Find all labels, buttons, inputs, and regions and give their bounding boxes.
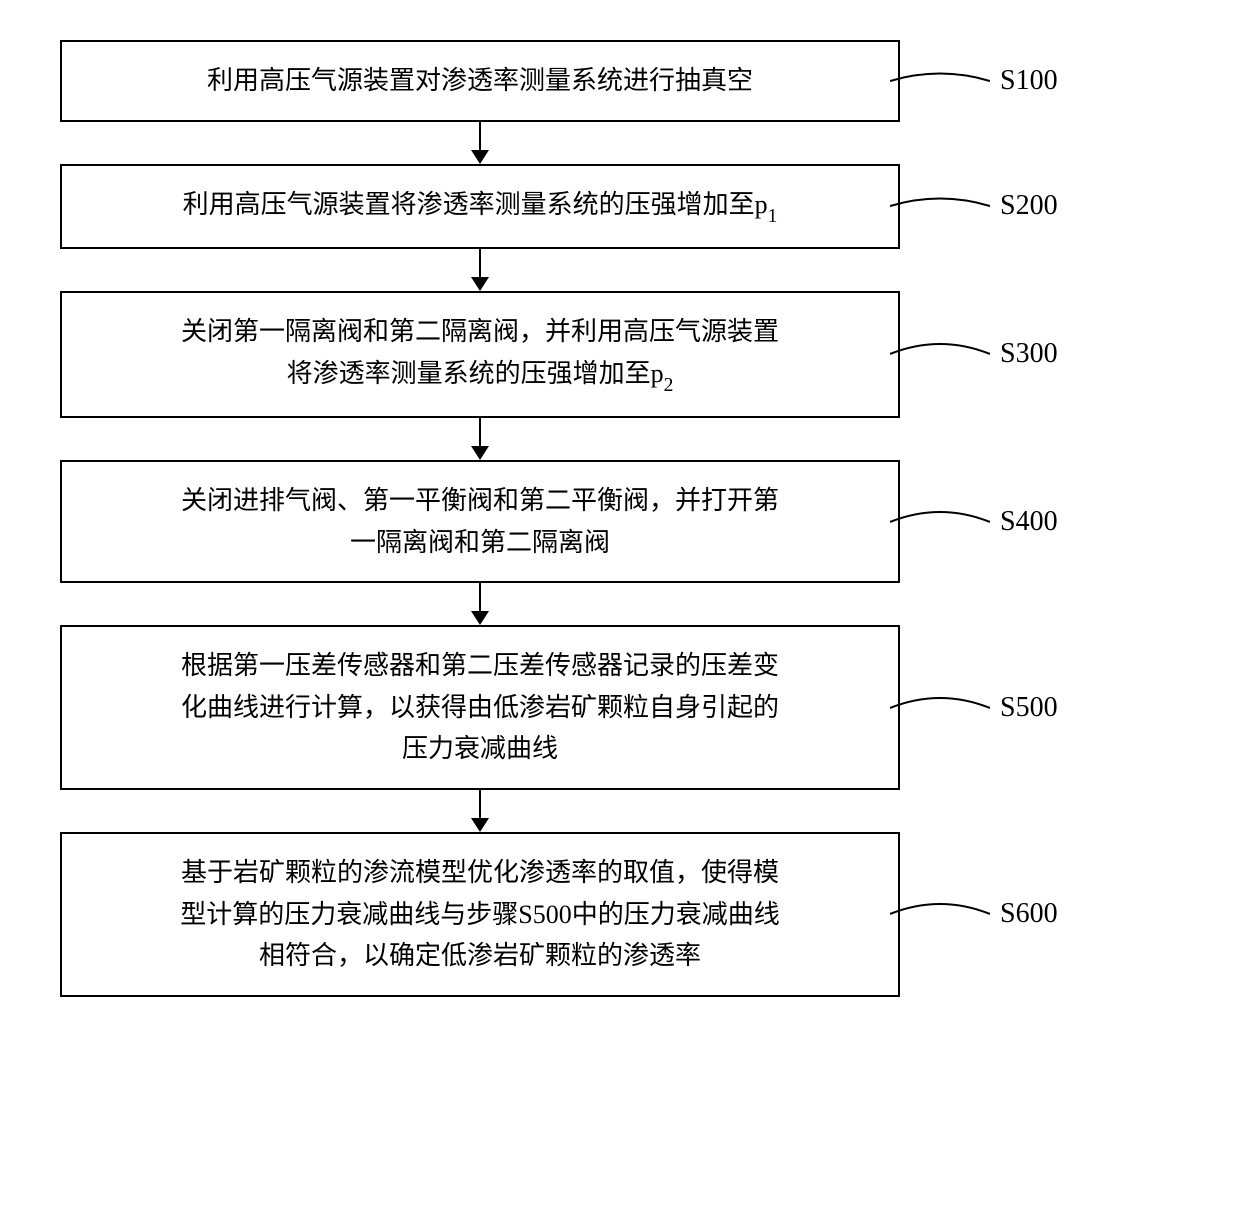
step-box-s500: 根据第一压差传感器和第二压差传感器记录的压差变化曲线进行计算，以获得由低渗岩矿颗… (60, 625, 900, 790)
arrow-line (479, 790, 481, 818)
step-row-s100: 利用高压气源装置对渗透率测量系统进行抽真空 S100 (60, 40, 1180, 122)
arrow-5 (471, 790, 489, 832)
arrow-head (471, 277, 489, 291)
step-box-s600: 基于岩矿颗粒的渗流模型优化渗透率的取值，使得模型计算的压力衰减曲线与步骤S500… (60, 832, 900, 997)
arrow-3 (471, 418, 489, 460)
connector-s600 (890, 889, 990, 939)
flowchart-container: 利用高压气源装置对渗透率测量系统进行抽真空 S100 利用高压气源装置将渗透率测… (60, 40, 1180, 997)
step-label-s300: S300 (1000, 338, 1058, 370)
step-label-s500: S500 (1000, 692, 1058, 724)
arrow-1 (471, 122, 489, 164)
step-row-s300: 关闭第一隔离阀和第二隔离阀，并利用高压气源装置将渗透率测量系统的压强增加至p2 … (60, 291, 1180, 418)
step-text-s100: 利用高压气源装置对渗透率测量系统进行抽真空 (207, 66, 753, 95)
step-row-s400: 关闭进排气阀、第一平衡阀和第二平衡阀，并打开第一隔离阀和第二隔离阀 S400 (60, 460, 1180, 583)
step-label-s400: S400 (1000, 506, 1058, 538)
connector-s400 (890, 502, 990, 542)
step-box-s400: 关闭进排气阀、第一平衡阀和第二平衡阀，并打开第一隔离阀和第二隔离阀 (60, 460, 900, 583)
step-row-s200: 利用高压气源装置将渗透率测量系统的压强增加至p1 S200 (60, 164, 1180, 249)
step-label-s100: S100 (1000, 65, 1058, 97)
arrow-head (471, 818, 489, 832)
step-text-s200: 利用高压气源装置将渗透率测量系统的压强增加至p1 (183, 190, 778, 219)
step-text-s300: 关闭第一隔离阀和第二隔离阀，并利用高压气源装置将渗透率测量系统的压强增加至p2 (181, 317, 779, 388)
step-box-s200: 利用高压气源装置将渗透率测量系统的压强增加至p1 (60, 164, 900, 249)
step-text-s400: 关闭进排气阀、第一平衡阀和第二平衡阀，并打开第一隔离阀和第二隔离阀 (181, 486, 779, 557)
arrow-line (479, 583, 481, 611)
step-label-s600: S600 (1000, 898, 1058, 930)
connector-s200 (890, 191, 990, 221)
step-row-s500: 根据第一压差传感器和第二压差传感器记录的压差变化曲线进行计算，以获得由低渗岩矿颗… (60, 625, 1180, 790)
connector-s300 (890, 334, 990, 374)
arrow-2 (471, 249, 489, 291)
arrow-line (479, 418, 481, 446)
arrow-head (471, 446, 489, 460)
connector-s500 (890, 683, 990, 733)
step-text-s600: 基于岩矿颗粒的渗流模型优化渗透率的取值，使得模型计算的压力衰减曲线与步骤S500… (180, 858, 779, 970)
arrow-4 (471, 583, 489, 625)
step-row-s600: 基于岩矿颗粒的渗流模型优化渗透率的取值，使得模型计算的压力衰减曲线与步骤S500… (60, 832, 1180, 997)
step-box-s300: 关闭第一隔离阀和第二隔离阀，并利用高压气源装置将渗透率测量系统的压强增加至p2 (60, 291, 900, 418)
arrow-head (471, 611, 489, 625)
arrow-line (479, 249, 481, 277)
step-box-s100: 利用高压气源装置对渗透率测量系统进行抽真空 (60, 40, 900, 122)
arrow-line (479, 122, 481, 150)
step-label-s200: S200 (1000, 190, 1058, 222)
step-text-s500: 根据第一压差传感器和第二压差传感器记录的压差变化曲线进行计算，以获得由低渗岩矿颗… (181, 651, 779, 763)
connector-s100 (890, 66, 990, 96)
arrow-head (471, 150, 489, 164)
